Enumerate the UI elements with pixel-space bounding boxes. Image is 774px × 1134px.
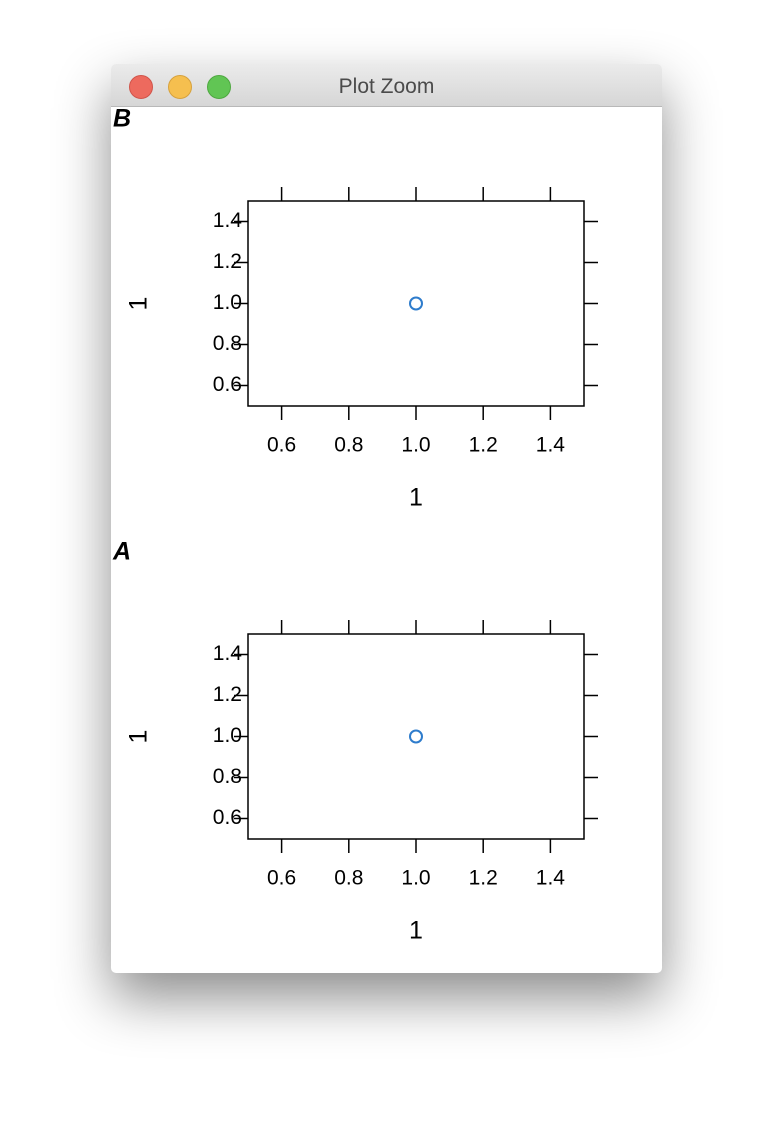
plot-area: B 0.6 0.8 1.0 1.2 1.4 0.6 0.8 1.0 1.2 1.4 1 1 A 0.6 0.8… <box>112 105 598 945</box>
x-tick-label: 1.4 <box>536 434 566 457</box>
zoom-button[interactable] <box>207 75 231 99</box>
x-tick-label: 1.0 <box>401 867 430 890</box>
x-tick-label: 0.6 <box>267 867 296 890</box>
panel-title: A <box>112 538 131 566</box>
point <box>409 296 423 311</box>
x-tick-label: 0.6 <box>267 434 296 457</box>
y-tick-label: 0.8 <box>213 765 242 788</box>
x-axis-label: 1 <box>409 484 423 512</box>
x-tick-label: 1.0 <box>401 434 430 457</box>
y-tick-label: 0.8 <box>213 332 242 355</box>
y-axis-label: 1 <box>125 297 153 311</box>
window: Plot Zoom B 0.6 0.8 1.0 1.2 1.4 0.6 0.8 1.0 1.2 1.… <box>111 64 662 973</box>
panel-frame <box>247 633 585 840</box>
x-tick-label: 1.2 <box>469 867 498 890</box>
y-tick-label: 1.0 <box>213 291 242 314</box>
close-button[interactable] <box>129 75 153 99</box>
x-tick-label: 0.8 <box>334 434 363 457</box>
x-tick-label: 1.2 <box>469 434 498 457</box>
y-tick-label: 1.2 <box>213 250 242 273</box>
y-tick-label: 1.4 <box>213 642 243 665</box>
panel-title: B <box>113 107 131 133</box>
x-tick-label: 0.8 <box>334 867 363 890</box>
y-tick-label: 1.2 <box>213 683 242 706</box>
x-axis-label: 1 <box>409 917 423 945</box>
y-tick-label: 1.4 <box>213 209 243 232</box>
y-tick-label: 0.6 <box>213 806 242 829</box>
x-tick-label: 1.4 <box>536 867 566 890</box>
y-tick-label: 1.0 <box>213 724 242 747</box>
y-axis-label: 1 <box>125 730 153 744</box>
y-tick-label: 0.6 <box>213 373 242 396</box>
point <box>409 729 423 744</box>
title-bar: Plot Zoom <box>111 64 662 107</box>
minimize-button[interactable] <box>168 75 192 99</box>
window-title: Plot Zoom <box>338 75 435 98</box>
panel-frame <box>247 200 585 407</box>
